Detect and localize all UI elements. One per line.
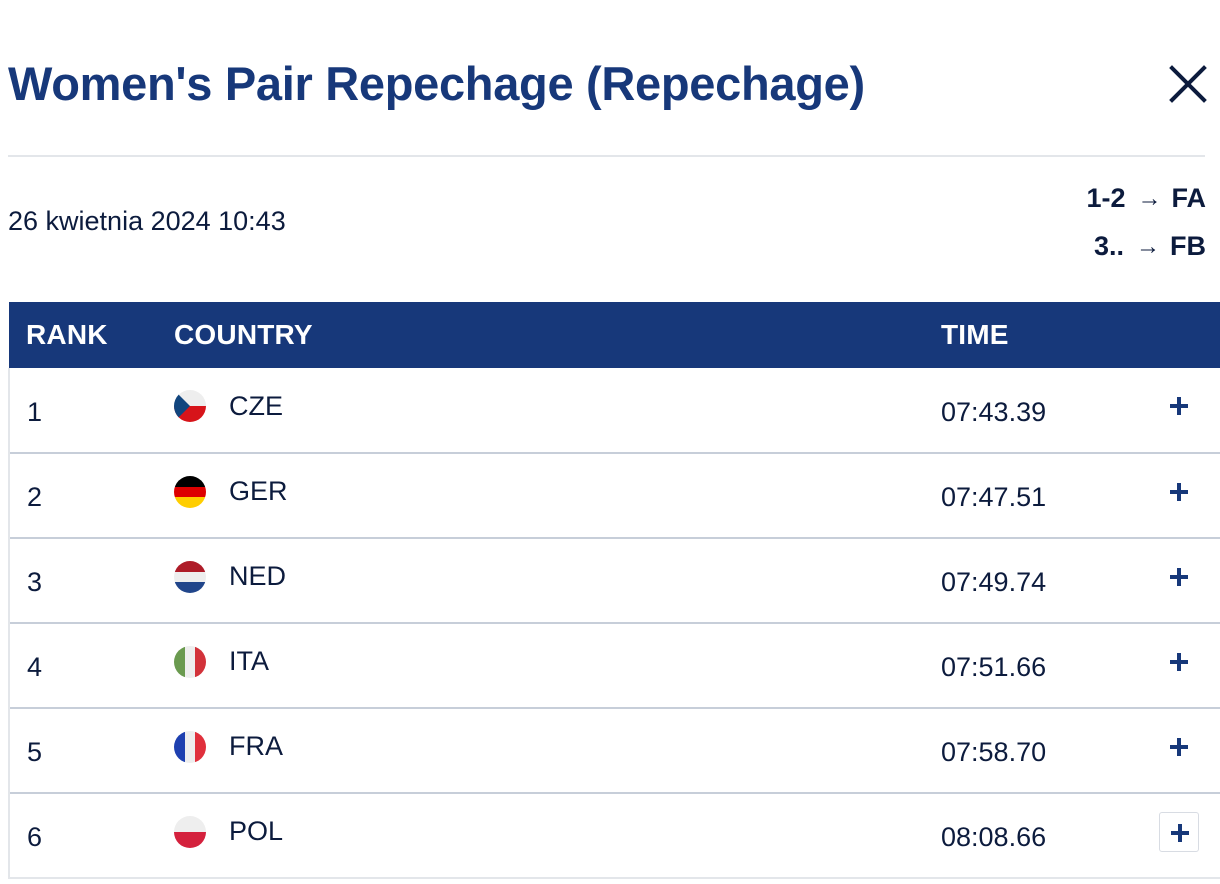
- header-divider: [8, 155, 1205, 157]
- expand-cell: [1141, 368, 1220, 453]
- country-cell: ITA: [174, 623, 941, 708]
- dutch-flag-icon: [174, 560, 206, 593]
- german-flag-icon: [174, 475, 206, 508]
- table-row: 1 CZE 07:43.39: [8, 368, 1220, 453]
- rank-cell: 3: [8, 538, 174, 623]
- close-icon: [1169, 65, 1207, 103]
- close-button[interactable]: [1164, 60, 1212, 108]
- expand-row-button[interactable]: [1159, 472, 1199, 512]
- header-time: TIME: [941, 319, 1009, 350]
- table-header-row: RANK COUNTRY TIME: [9, 302, 1220, 368]
- country-code: GER: [229, 476, 288, 506]
- country-cell: POL: [174, 793, 941, 878]
- header-country: COUNTRY: [174, 319, 313, 350]
- time-cell: 07:43.39: [941, 396, 1047, 427]
- expand-cell: [1141, 708, 1220, 793]
- table-row: 6 POL 08:08.66: [8, 793, 1220, 878]
- country-cell: GER: [174, 453, 941, 538]
- rank-cell: 4: [8, 623, 174, 708]
- progression-final: FB: [1170, 231, 1206, 261]
- time-cell: 07:58.70: [941, 737, 1047, 767]
- table-row: 2 GER 07:47.51: [8, 453, 1220, 538]
- expand-cell: [1141, 538, 1220, 623]
- time-cell: 07:47.51: [941, 482, 1047, 512]
- progression-final: FA: [1171, 183, 1206, 213]
- progression-rule: 1-2 → FA: [1086, 178, 1206, 226]
- expand-row-button[interactable]: [1159, 386, 1199, 426]
- country-code: POL: [229, 816, 284, 846]
- modal-header: Women's Pair Repechage (Repechage): [0, 0, 1220, 156]
- rank-cell: 1: [8, 368, 174, 453]
- page-title: Women's Pair Repechage (Repechage): [8, 57, 865, 110]
- race-date: 26 kwietnia 2024 10:43: [8, 206, 286, 236]
- header-rank: RANK: [26, 319, 108, 350]
- expand-row-button[interactable]: [1159, 642, 1199, 682]
- table-row: 5 FRA 07:58.70: [8, 708, 1220, 793]
- french-flag-icon: [174, 730, 206, 763]
- rank-cell: 2: [8, 453, 174, 538]
- expand-row-button[interactable]: [1159, 557, 1199, 597]
- time-cell: 07:51.66: [941, 652, 1047, 682]
- country-cell: CZE: [174, 368, 941, 453]
- table-row: 4 ITA 07:51.66: [8, 623, 1220, 708]
- expand-row-button[interactable]: [1159, 727, 1199, 767]
- time-cell: 08:08.66: [941, 822, 1047, 852]
- polish-flag-icon: [174, 815, 206, 848]
- expand-row-button[interactable]: [1159, 811, 1199, 852]
- table-row: 3 NED 07:49.74: [8, 538, 1220, 623]
- country-cell: NED: [174, 538, 941, 623]
- czech-flag-icon: [174, 390, 206, 422]
- country-code: FRA: [229, 731, 283, 761]
- progression-rules: 1-2 → FA 3.. → FB: [1086, 178, 1206, 274]
- country-code: ITA: [229, 646, 269, 676]
- italian-flag-icon: [174, 645, 206, 678]
- progression-places: 3..: [1093, 231, 1124, 261]
- rank-cell: 5: [8, 708, 174, 793]
- progression-rule: 3.. → FB: [1086, 226, 1206, 274]
- header-expand: [1141, 302, 1220, 368]
- expand-cell: [1141, 623, 1220, 708]
- progression-places: 1-2: [1086, 183, 1126, 213]
- expand-cell: [1141, 793, 1220, 878]
- country-code: CZE: [229, 390, 283, 421]
- country-cell: FRA: [174, 708, 941, 793]
- country-code: NED: [229, 561, 287, 591]
- expand-cell: [1141, 453, 1220, 538]
- time-cell: 07:49.74: [941, 567, 1047, 597]
- results-table: RANK COUNTRY TIME 1 CZE: [8, 302, 1220, 879]
- rank-cell: 6: [8, 793, 174, 878]
- arrow-right-icon: →: [1136, 233, 1160, 260]
- arrow-right-icon: →: [1137, 185, 1162, 212]
